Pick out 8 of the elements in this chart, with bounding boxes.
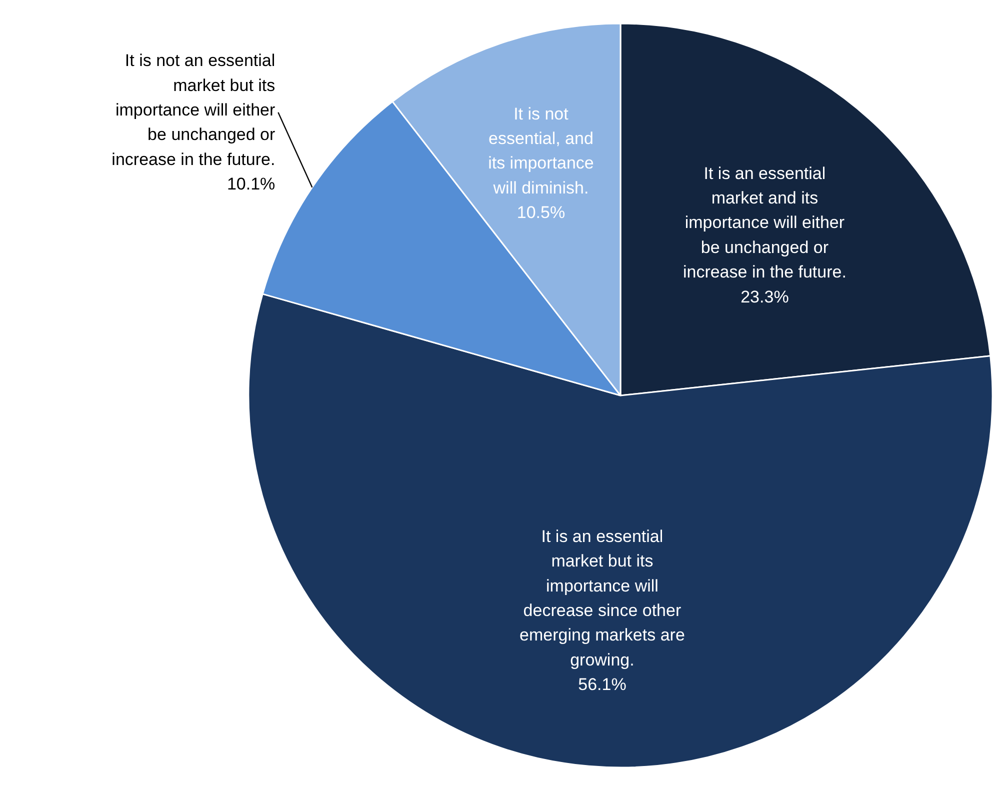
slice-label: It is an essential market but its importance will decrease since other emerging markets are growing. [520, 526, 685, 670]
slice-label: It is an essential market and its importance will either be unchanged or increase in the future. [682, 164, 846, 282]
data-label: 10.5% [516, 203, 566, 222]
data-label: 23.3% [740, 287, 789, 306]
slice-label: It is not an essential market but its importance will either be unchanged or increase in the future. [112, 51, 276, 169]
data-label: 10.1% [226, 174, 276, 194]
slice-label: It is not essential, and its importance will diminish. [488, 104, 594, 198]
data-label: 56.1% [578, 675, 626, 694]
